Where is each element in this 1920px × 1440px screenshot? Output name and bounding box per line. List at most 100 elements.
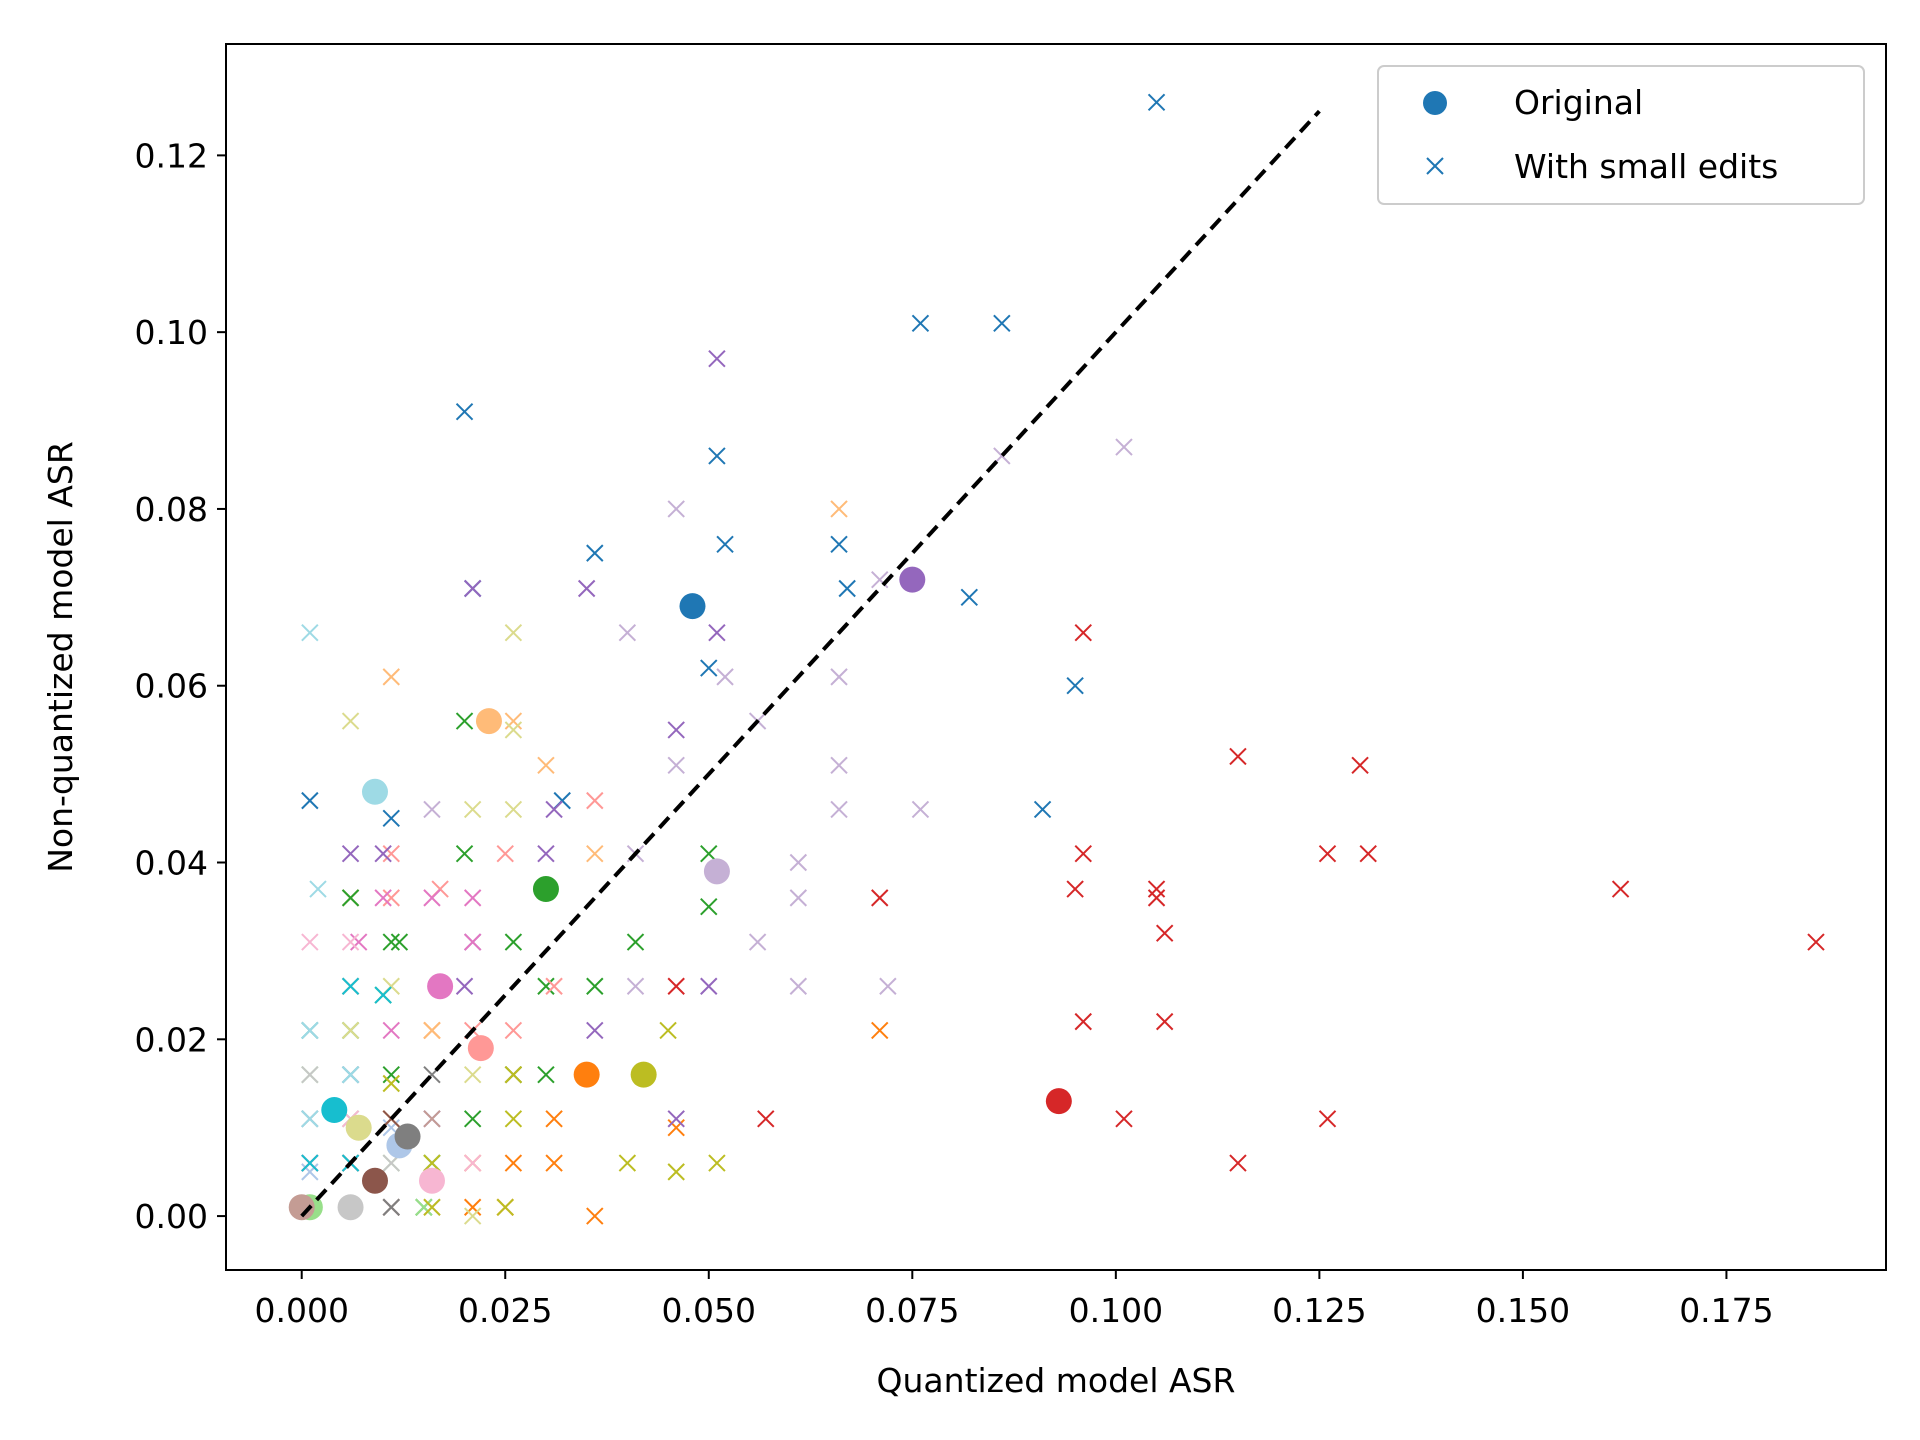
edit-point — [1074, 844, 1092, 863]
edit-point — [504, 1021, 523, 1040]
edit-point — [586, 791, 604, 810]
edit-point — [708, 1154, 726, 1172]
edit-point — [667, 756, 685, 774]
edit-point — [830, 535, 848, 554]
edit-point — [577, 579, 596, 598]
original-point — [1045, 1088, 1072, 1115]
edit-point — [374, 986, 392, 1004]
edit-point — [341, 889, 360, 907]
edit-point — [382, 668, 400, 686]
edit-point — [716, 535, 734, 554]
original-point — [288, 1194, 315, 1221]
edit-point — [382, 1074, 400, 1093]
edit-point — [1147, 880, 1166, 898]
edit-point — [1074, 623, 1092, 642]
edit-point — [496, 1198, 514, 1216]
original-point — [337, 1194, 364, 1221]
edit-point — [504, 800, 523, 819]
edit-point — [382, 1021, 400, 1040]
edit-point — [1807, 933, 1825, 951]
edit-point — [1147, 889, 1166, 907]
edit-point — [455, 403, 474, 421]
original-point — [394, 1123, 421, 1150]
edit-point — [545, 977, 563, 995]
edit-point — [586, 1021, 604, 1040]
edit-point — [789, 977, 808, 995]
edit-point — [1147, 93, 1166, 112]
edit-point — [789, 889, 808, 907]
original-point — [467, 1035, 494, 1062]
edit-point — [423, 889, 441, 907]
edit-point — [537, 1065, 555, 1084]
y-axis-title: Non-quantized model ASR — [41, 441, 80, 873]
edit-point — [301, 1163, 319, 1181]
edit-point — [455, 844, 474, 863]
edit-point — [871, 889, 889, 907]
edit-point — [1229, 747, 1247, 766]
edit-point — [618, 1154, 637, 1172]
edit-point — [830, 500, 848, 518]
edit-point — [871, 1021, 889, 1040]
edit-point — [382, 1198, 400, 1216]
edit-point — [667, 500, 685, 518]
original-point — [630, 1061, 657, 1088]
edit-point — [301, 791, 319, 810]
edit-point — [463, 1207, 482, 1225]
edit-point — [700, 659, 718, 677]
original-point — [345, 1114, 372, 1141]
edit-point — [504, 1065, 523, 1084]
edit-point — [504, 712, 523, 730]
edit-point — [545, 1110, 563, 1128]
x-tick-label: 0.050 — [662, 1291, 756, 1330]
edit-point — [423, 1154, 441, 1172]
edit-point — [1351, 756, 1369, 774]
edit-point — [301, 1021, 319, 1040]
data-marks — [288, 93, 1825, 1225]
original-point — [679, 593, 706, 620]
edit-point — [504, 623, 523, 642]
edit-point — [708, 447, 726, 465]
edit-point — [463, 1154, 482, 1172]
edit-point — [789, 853, 808, 872]
y-tick-label: 0.02 — [135, 1020, 208, 1059]
edit-point — [1115, 438, 1133, 456]
edit-point — [382, 889, 400, 907]
edit-point — [341, 933, 360, 951]
edit-point — [301, 933, 319, 951]
plot-frame — [225, 43, 1887, 1271]
legend-edits-marker — [1426, 157, 1444, 175]
x-tick-label: 0.175 — [1679, 1291, 1773, 1330]
x-axis-ticks: 0.000 0.025 0.050 0.075 0.100 0.125 0.150 0.175 — [254, 1270, 1774, 1330]
edit-point — [341, 1021, 360, 1040]
x-tick-label: 0.150 — [1476, 1291, 1570, 1330]
edit-point — [1611, 880, 1630, 898]
edit-point — [309, 880, 327, 898]
edit-point — [382, 809, 400, 828]
edit-point — [993, 314, 1011, 333]
edit-point — [463, 1110, 482, 1128]
edit-point — [830, 668, 848, 686]
original-point — [418, 1167, 445, 1194]
edit-point — [626, 977, 645, 995]
edit-point — [374, 889, 392, 907]
edit-point — [667, 1163, 685, 1181]
edit-point — [463, 800, 482, 819]
x-tick-label: 0.000 — [254, 1291, 348, 1330]
x-tick-label: 0.100 — [1069, 1291, 1163, 1330]
edit-point — [374, 844, 392, 863]
edit-point — [1115, 1110, 1133, 1128]
edit-point — [349, 933, 368, 951]
legend-original-label: Original — [1514, 83, 1643, 122]
edit-point — [1229, 1154, 1247, 1172]
edit-point — [301, 1154, 319, 1172]
original-point — [703, 858, 730, 885]
edit-point — [830, 800, 848, 819]
edit-point — [504, 721, 523, 739]
y-tick-label: 0.04 — [135, 844, 208, 883]
edit-point — [545, 1154, 563, 1172]
edit-point — [423, 1021, 441, 1040]
legend-edits-label: With small edits — [1514, 147, 1778, 186]
x-tick-label: 0.025 — [458, 1291, 552, 1330]
original-point — [532, 876, 559, 903]
